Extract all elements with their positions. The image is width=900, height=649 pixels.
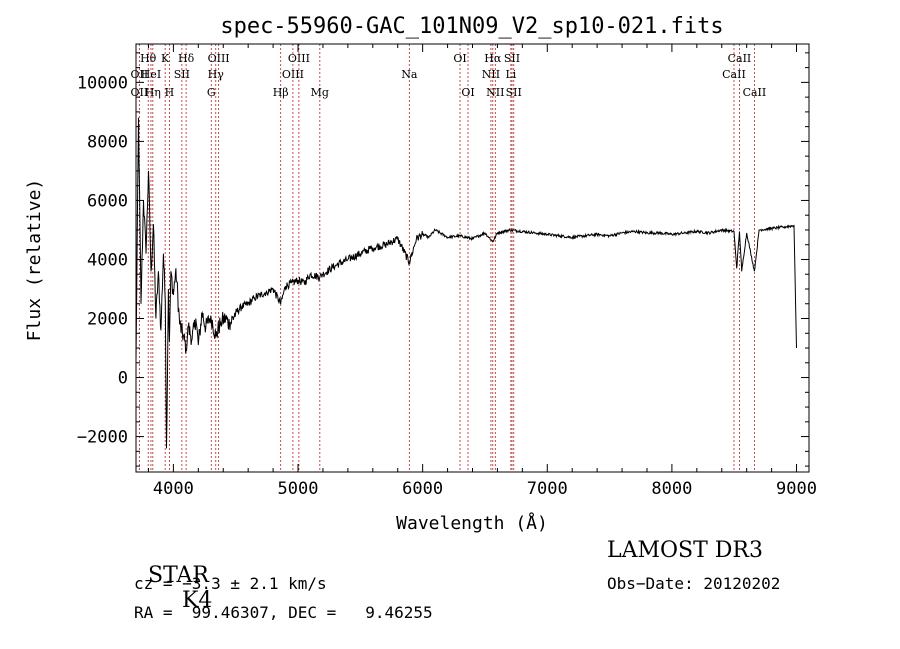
line-markers bbox=[138, 44, 755, 472]
x-tick-label: 9000 bbox=[776, 479, 817, 499]
line-marker-label: Na bbox=[401, 68, 418, 81]
radec-line: RA = 99.46307, DEC = 9.46255 bbox=[134, 603, 433, 622]
line-marker-label: Li bbox=[505, 68, 516, 81]
line-marker-label: Hη bbox=[145, 86, 161, 99]
y-tick-label: 4000 bbox=[87, 250, 128, 270]
line-marker-label: SII bbox=[174, 68, 190, 81]
line-marker-label: OIII bbox=[288, 52, 310, 65]
obs-date: Obs−Date: 20120202 bbox=[607, 574, 781, 593]
line-marker-label: Hβ bbox=[273, 86, 289, 99]
line-marker-label: CaII bbox=[722, 68, 746, 81]
y-axis-label: Flux (relative) bbox=[24, 179, 45, 342]
object-class: STAR K4 bbox=[134, 538, 212, 613]
line-marker-label: K bbox=[161, 52, 170, 65]
redshift-line: cz = −3.3 ± 2.1 km/s bbox=[134, 574, 327, 593]
line-marker-label: CaII bbox=[728, 52, 752, 65]
line-marker-label: SII bbox=[506, 86, 522, 99]
plot-frame bbox=[135, 43, 810, 473]
x-axis: 4000 5000 6000 7000 8000 9000 bbox=[147, 44, 817, 499]
line-marker-label: Hα bbox=[484, 52, 502, 65]
line-marker-label: Hθ bbox=[140, 52, 157, 65]
line-marker-label: CaII bbox=[743, 86, 767, 99]
line-marker-label: OIII bbox=[208, 52, 230, 65]
x-tick-label: 4000 bbox=[153, 479, 194, 499]
line-marker-label: OII bbox=[131, 86, 149, 99]
y-tick-label: 10000 bbox=[77, 73, 128, 93]
x-tick-label: 7000 bbox=[527, 479, 568, 499]
line-marker-label: NII bbox=[486, 86, 504, 99]
x-tick-label: 5000 bbox=[278, 479, 319, 499]
y-tick-label: 2000 bbox=[87, 310, 128, 330]
survey-name: LAMOST DR3 bbox=[607, 538, 763, 563]
x-tick-label: 8000 bbox=[651, 479, 692, 499]
y-tick-label: 0 bbox=[118, 369, 128, 389]
y-tick-label: 6000 bbox=[87, 191, 128, 211]
line-marker-label: H bbox=[165, 86, 175, 99]
subclass-value: K4 bbox=[182, 588, 213, 613]
x-tick-label: 6000 bbox=[402, 479, 443, 499]
line-marker-label: NII bbox=[482, 68, 500, 81]
line-marker-label: OII bbox=[131, 68, 149, 81]
line-marker-label: Hδ bbox=[178, 52, 195, 65]
spectrum-line bbox=[135, 117, 797, 449]
line-marker-label: SII bbox=[504, 52, 520, 65]
line-marker-label: OIII bbox=[282, 68, 304, 81]
line-marker-label: G bbox=[207, 86, 216, 99]
line-marker-label: Hγ bbox=[208, 68, 225, 81]
line-marker-label: Mg bbox=[311, 86, 329, 99]
line-marker-label: OI bbox=[453, 52, 466, 65]
y-tick-label: −2000 bbox=[77, 428, 128, 448]
x-axis-label: Wavelength (Å) bbox=[396, 512, 548, 534]
chart-title: spec-55960-GAC_101N09_V2_sp10-021.fits bbox=[220, 14, 723, 39]
y-axis: −2000 0 2000 4000 6000 8000 10000 bbox=[77, 52, 809, 467]
line-marker-label: OI bbox=[461, 86, 474, 99]
line-marker-label: HeI bbox=[141, 68, 161, 81]
y-tick-label: 8000 bbox=[87, 132, 128, 152]
class-value: STAR bbox=[148, 563, 209, 588]
